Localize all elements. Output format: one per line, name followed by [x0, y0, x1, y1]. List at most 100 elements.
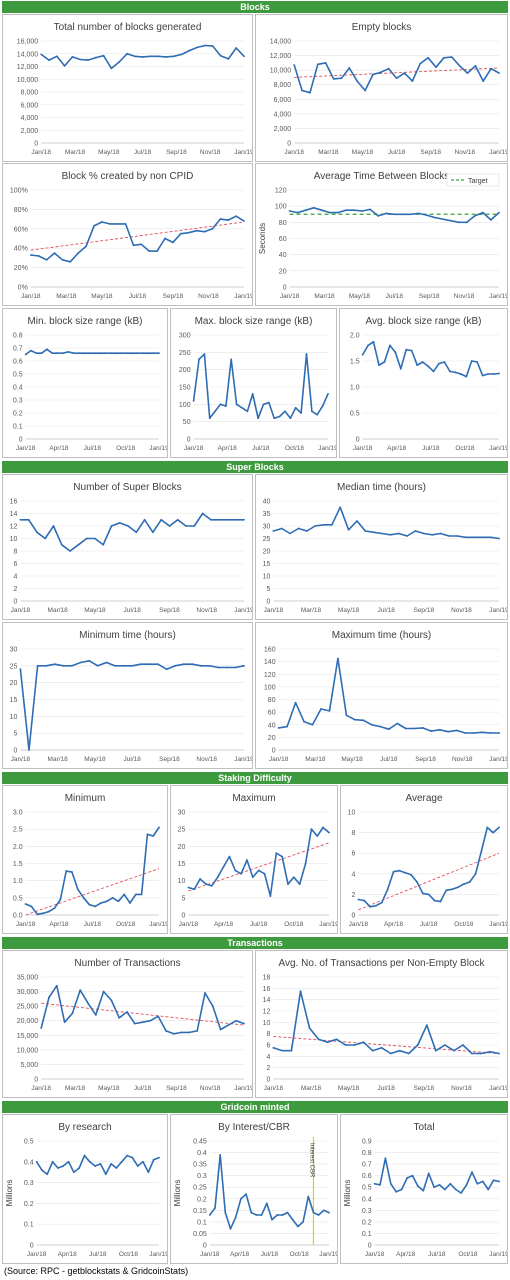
- data-point: [24, 353, 27, 356]
- data-point: [443, 361, 446, 363]
- chart-svg: Median time (hours) 0 5 10 15 20 25 30 35 40 Jan/1…: [263, 482, 507, 614]
- data-point: [99, 1162, 102, 1165]
- data-point: [345, 714, 348, 717]
- data-point: [379, 1184, 381, 1186]
- y-tick-label: 35: [263, 511, 271, 518]
- data-point: [224, 1211, 227, 1214]
- data-point: [100, 221, 103, 223]
- data-point: [454, 1188, 457, 1191]
- data-point: [188, 49, 191, 52]
- data-point: [105, 900, 108, 903]
- data-point: [316, 835, 319, 837]
- y-tick-label: 0: [368, 1243, 372, 1250]
- data-point: [102, 543, 105, 546]
- data-point: [118, 1016, 121, 1019]
- data-point: [211, 1005, 214, 1008]
- data-point: [413, 727, 416, 730]
- chart-title: Avg. block size range (kB): [366, 316, 482, 327]
- data-point: [498, 537, 500, 540]
- chart-minted-total: Total Millions 0 0.1 0.2 0.3 0.4 0.5 0.6 0.7 0.8 0.…: [340, 1114, 508, 1264]
- data-point: [28, 749, 30, 751]
- data-point: [330, 523, 333, 526]
- y-tick-label: 0%: [18, 285, 28, 292]
- data-point: [201, 512, 204, 515]
- data-point: [320, 209, 323, 212]
- data-point: [88, 659, 91, 662]
- data-point: [280, 527, 283, 530]
- x-tick-label: Sep/18: [166, 149, 187, 156]
- x-tick-label: Jan/19: [489, 149, 507, 156]
- y-tick-label: 30,000: [17, 989, 39, 996]
- y-tick-label: 20: [10, 680, 18, 687]
- data-point: [362, 1041, 365, 1044]
- y-tick-label: 0.8: [362, 1150, 372, 1157]
- x-tick-label: Sep/18: [166, 1085, 187, 1092]
- x-tick-label: Jan/18: [16, 921, 36, 928]
- data-point: [367, 344, 369, 347]
- data-point: [118, 61, 121, 63]
- data-point: [51, 352, 54, 355]
- data-point: [419, 62, 422, 65]
- section-header-staking-difficulty: Staking Difficulty: [2, 772, 508, 784]
- data-point: [300, 412, 303, 414]
- y-tick-label: 0.0: [13, 913, 23, 920]
- data-point: [443, 1044, 446, 1046]
- data-point: [498, 72, 500, 74]
- data-point: [462, 1044, 464, 1046]
- data-point: [400, 1188, 403, 1191]
- series-line: [374, 1157, 500, 1194]
- x-tick-label: Jul/18: [124, 756, 142, 763]
- x-tick-label: Jan/18: [264, 1085, 284, 1092]
- data-point: [422, 532, 425, 535]
- y-tick-label: 6: [266, 1043, 270, 1050]
- data-point: [465, 375, 468, 378]
- data-point: [307, 1195, 310, 1198]
- data-point: [30, 349, 32, 352]
- data-point: [449, 219, 452, 222]
- data-point: [298, 883, 301, 885]
- data-point: [481, 536, 484, 539]
- y-tick-label: 12,000: [270, 53, 292, 60]
- data-point: [465, 1184, 468, 1186]
- data-point: [63, 64, 66, 67]
- data-point: [56, 1167, 59, 1169]
- data-point: [305, 530, 308, 532]
- data-point: [96, 664, 99, 667]
- data-point: [294, 701, 297, 704]
- y-tick-label: 3.0: [13, 810, 23, 817]
- data-point: [46, 1173, 49, 1176]
- data-point: [404, 871, 407, 874]
- data-point: [433, 1186, 435, 1189]
- x-tick-label: Jul/18: [134, 1085, 152, 1092]
- chart-svg: Minimum 0.0 0.5 1.0 1.5 2.0 2.5 3.0 Jan/18 Apr/18…: [13, 793, 167, 928]
- data-point: [345, 209, 347, 212]
- data-point: [114, 664, 116, 667]
- data-point: [439, 532, 442, 535]
- data-point: [414, 530, 417, 532]
- data-point: [299, 990, 302, 993]
- data-point: [456, 535, 459, 537]
- data-point: [489, 536, 492, 539]
- y-tick-label: 0.7: [13, 346, 23, 353]
- data-point: [120, 1160, 123, 1163]
- y-tick-label: 8: [351, 830, 355, 837]
- data-point: [272, 1046, 275, 1049]
- data-point: [498, 1052, 500, 1055]
- data-point: [458, 64, 461, 67]
- x-tick-label: May/18: [84, 756, 106, 763]
- data-point: [165, 1030, 167, 1032]
- x-tick-label: Sep/18: [420, 149, 441, 156]
- y-tick-label: 0.1: [197, 1219, 207, 1226]
- marker-label: Interest CBR: [308, 1143, 314, 1178]
- data-point: [375, 904, 377, 907]
- data-point: [251, 876, 254, 879]
- data-point: [126, 1154, 128, 1157]
- data-point: [490, 67, 493, 70]
- x-tick-label: Jan/19: [489, 756, 507, 763]
- chart-difficulty-average: Average 0 2 4 6 8 10 Jan/18 Apr/18 Jul/18 Oct/18 Ja…: [340, 785, 508, 934]
- trend-line: [294, 67, 500, 78]
- data-point: [152, 835, 155, 837]
- data-point: [241, 406, 243, 409]
- data-point: [281, 1049, 284, 1052]
- x-tick-label: Nov/18: [455, 149, 476, 156]
